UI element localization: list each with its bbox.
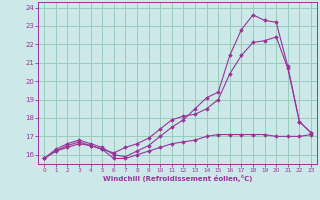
X-axis label: Windchill (Refroidissement éolien,°C): Windchill (Refroidissement éolien,°C)	[103, 175, 252, 182]
